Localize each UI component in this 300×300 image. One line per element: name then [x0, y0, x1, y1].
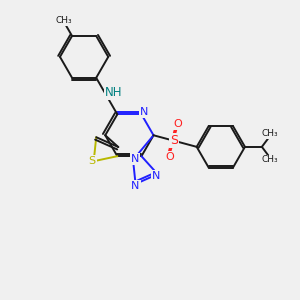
Text: NH: NH [105, 86, 122, 99]
Text: CH₃: CH₃ [262, 129, 278, 138]
Text: S: S [89, 156, 96, 166]
Text: O: O [166, 152, 174, 162]
Text: CH₃: CH₃ [55, 16, 72, 25]
Text: N: N [131, 181, 140, 191]
Text: N: N [152, 171, 160, 181]
Text: N: N [140, 107, 148, 117]
Text: S: S [170, 134, 178, 146]
Text: CH₃: CH₃ [262, 155, 278, 164]
Text: O: O [173, 119, 182, 129]
Text: N: N [131, 154, 140, 164]
